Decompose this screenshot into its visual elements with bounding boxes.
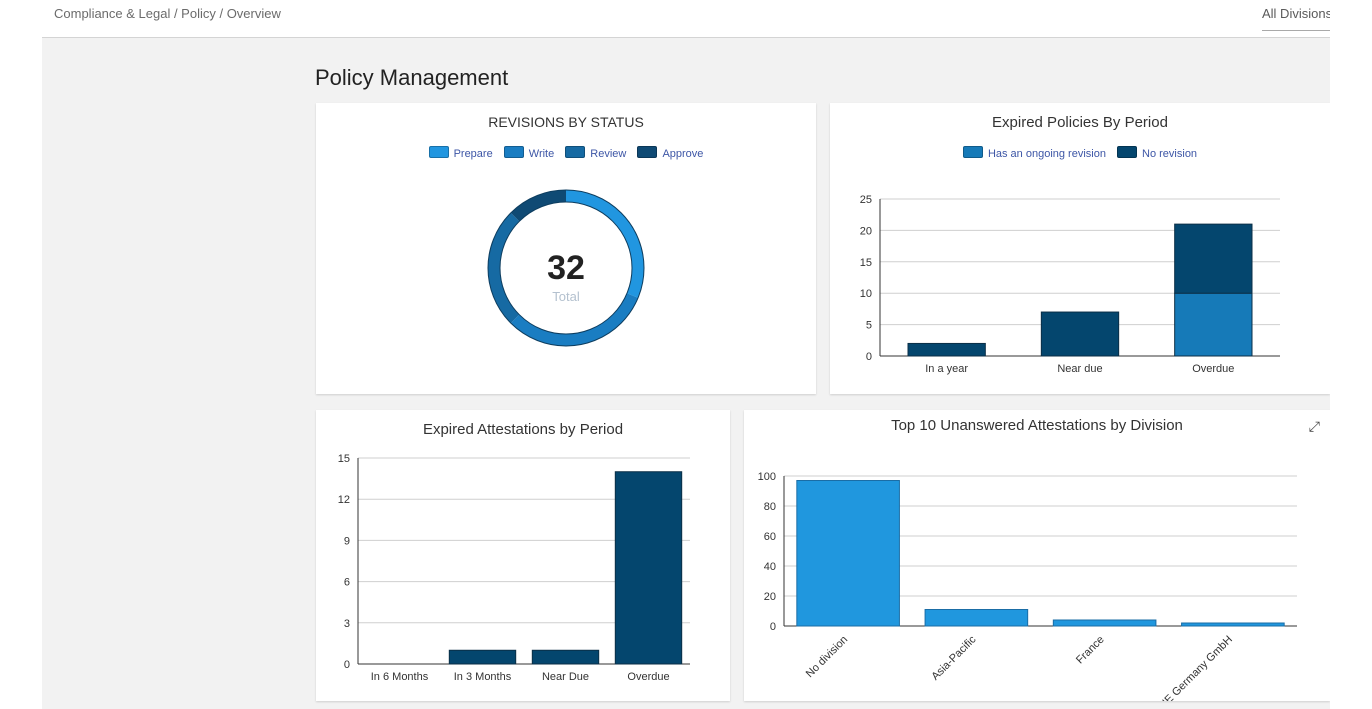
donut-total-label: Total <box>552 289 580 304</box>
bar-asia-pacific[interactable] <box>924 609 1029 627</box>
legend-swatch <box>503 146 524 158</box>
expired-policies-bar-chart: 0 5 10 15 20 25 In a year Near due Overdue <box>860 194 1280 375</box>
card-title: Expired Attestations by Period <box>422 421 624 438</box>
donut-slice-write[interactable] <box>510 293 639 346</box>
y-tick-label: 80 <box>764 501 776 513</box>
donut-inner-outline <box>499 201 633 335</box>
x-tick-label: In 3 Months <box>454 671 512 683</box>
top10-division-bar-chart: 0 20 40 60 80 100 No division Asia-Pacific Franc… <box>758 471 1297 701</box>
y-tick-label: 60 <box>764 531 776 543</box>
x-tick-label: In a year <box>925 363 968 375</box>
x-tick-label: Near due <box>1057 363 1102 375</box>
y-tick-label: 10 <box>860 288 872 300</box>
x-tick-label: France <box>1074 634 1107 667</box>
legend-item-approve[interactable]: Approve <box>637 146 703 160</box>
revisions-by-status-card: REVISIONS BY STATUS Prepare Write Review… <box>316 103 816 394</box>
expired-attestations-bar-chart: 0 3 6 9 12 15 In 6 Months In 3 Months Near Due Ov… <box>338 453 690 683</box>
policies-legend: Has an ongoing revision No revision <box>830 146 1330 160</box>
y-tick-label: 5 <box>866 320 872 332</box>
bar-france[interactable] <box>1052 619 1157 627</box>
bar-no-division[interactable] <box>796 480 900 627</box>
donut-total-value: 32 <box>547 249 585 287</box>
expired-policies-card: Expired Policies By Period Has an ongoin… <box>830 103 1330 394</box>
y-tick-label: 20 <box>860 225 872 237</box>
legend-item-review[interactable]: Review <box>565 146 626 160</box>
bar-ie-germany-gmbh[interactable] <box>1181 622 1285 627</box>
bar-near-due-s1[interactable] <box>1040 311 1120 357</box>
revisions-donut-chart: 32 Total <box>487 189 645 347</box>
division-filter-select[interactable]: All Divisions <box>1262 6 1330 31</box>
card-title: Expired Policies By Period <box>992 114 1168 131</box>
bar-in-3-months[interactable] <box>448 649 517 665</box>
donut-outline <box>487 189 645 347</box>
card-title: Top 10 Unanswered Attestations by Divisi… <box>891 417 1183 434</box>
legend-item-no-revision[interactable]: No revision <box>1117 146 1197 160</box>
bar-in-a-year-s1[interactable] <box>907 342 986 357</box>
page-title: Policy Management <box>315 65 509 90</box>
y-tick-label: 6 <box>344 577 350 589</box>
x-tick-label: Overdue <box>627 671 669 683</box>
main-content: Policy Management REVISIONS BY STATUS Pr… <box>42 38 1330 709</box>
y-tick-label: 0 <box>344 659 350 671</box>
x-tick-label: Asia-Pacific <box>929 633 978 682</box>
donut-slice-approve[interactable] <box>510 190 567 222</box>
legend-item-ongoing-revision[interactable]: Has an ongoing revision <box>962 146 1106 160</box>
x-tick-label: No division <box>804 634 851 681</box>
bar-overdue[interactable] <box>614 471 683 665</box>
expired-attestations-card: Expired Attestations by Period 0 3 6 9 12 15 I… <box>316 410 730 701</box>
legend-swatch <box>962 146 983 158</box>
legend-label: Prepare <box>453 148 493 160</box>
x-tick-label: Overdue <box>1192 363 1234 375</box>
bar-near-due[interactable] <box>531 649 600 665</box>
y-tick-label: 0 <box>770 621 776 633</box>
y-tick-label: 40 <box>764 561 776 573</box>
legend-item-prepare[interactable]: Prepare <box>428 146 493 160</box>
y-tick-label: 25 <box>860 194 872 206</box>
legend-label: Approve <box>662 148 704 160</box>
x-tick-label: IE Germany GmbH <box>1160 634 1235 701</box>
breadcrumb[interactable]: Compliance & Legal / Policy / Overview <box>54 6 281 21</box>
y-tick-label: 9 <box>344 535 350 547</box>
legend-swatch <box>565 146 586 158</box>
top10-unanswered-card: Top 10 Unanswered Attestations by Divisi… <box>744 410 1330 701</box>
x-tick-label: In 6 Months <box>371 671 429 683</box>
y-tick-label: 3 <box>344 618 350 630</box>
legend-label: Write <box>528 148 555 160</box>
legend-item-write[interactable]: Write <box>503 146 555 160</box>
revisions-legend: Prepare Write Review Approve <box>316 146 816 160</box>
top-bar: Compliance & Legal / Policy / Overview A… <box>42 0 1330 38</box>
legend-swatch <box>1117 146 1138 158</box>
expand-icon[interactable]: ⤢ <box>1308 418 1320 434</box>
y-tick-label: 15 <box>338 453 350 465</box>
y-tick-label: 20 <box>764 591 776 603</box>
legend-swatch <box>637 146 658 158</box>
x-tick-label: Near Due <box>542 671 589 683</box>
bar-overdue-s1[interactable] <box>1174 223 1253 294</box>
bar-overdue-s0[interactable] <box>1174 292 1253 357</box>
donut-slice-prepare[interactable] <box>565 190 644 298</box>
y-tick-label: 100 <box>758 471 776 483</box>
donut-slice-review[interactable] <box>488 212 520 324</box>
legend-label: Has an ongoing revision <box>987 148 1106 160</box>
legend-swatch <box>428 146 449 158</box>
y-tick-label: 0 <box>866 351 872 363</box>
y-tick-label: 15 <box>860 257 872 269</box>
y-tick-label: 12 <box>338 494 350 506</box>
card-title: REVISIONS BY STATUS <box>488 114 644 130</box>
legend-label: Review <box>590 148 627 160</box>
legend-label: No revision <box>1142 148 1198 160</box>
